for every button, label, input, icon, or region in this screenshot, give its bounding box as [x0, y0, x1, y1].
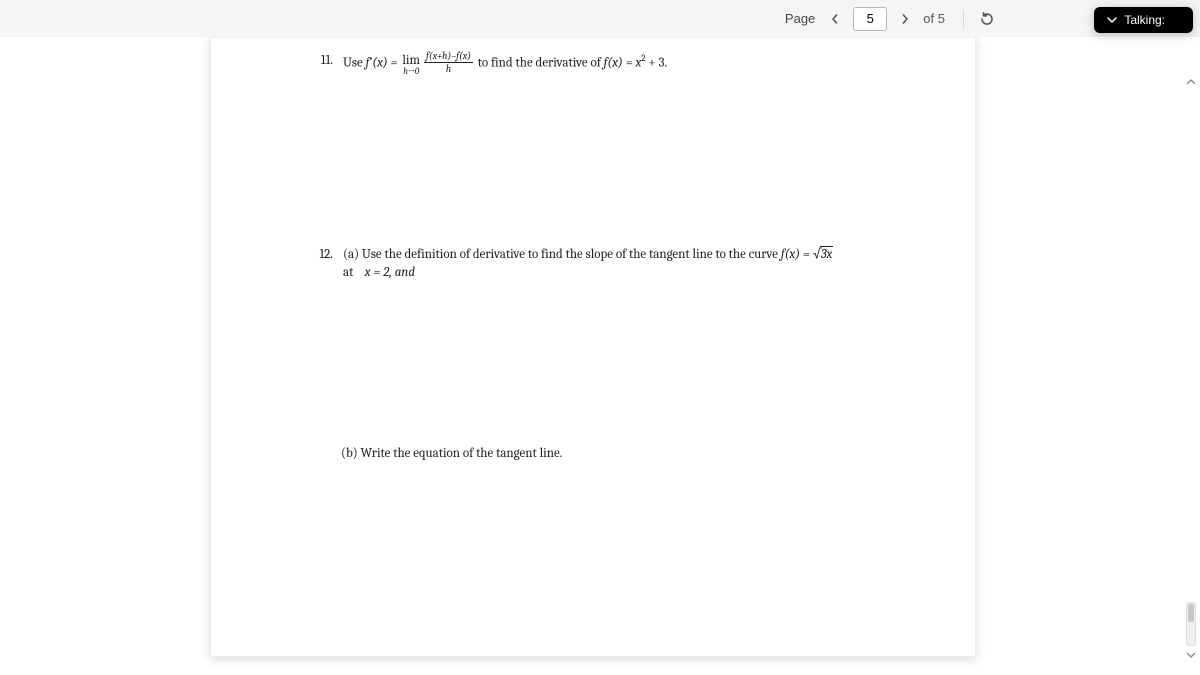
problem-number: 12.	[303, 246, 333, 264]
page-label: Page	[785, 11, 815, 26]
of-label: of 5	[923, 11, 945, 26]
next-page-button[interactable]	[894, 8, 916, 30]
problem-11: 11. Use f′(x) = limh→0f(x+h)−f(x)h to fi…	[303, 52, 909, 75]
problem-12-part-b: (b) Write the equation of the tangent li…	[341, 446, 909, 461]
problem-12: 12. (a) Use the definition of derivative…	[303, 246, 909, 282]
scrollbar-thumb[interactable]	[1188, 604, 1194, 622]
talking-label: Talking:	[1124, 13, 1165, 27]
mini-scrollbar[interactable]	[1184, 602, 1198, 661]
scrollbar-track[interactable]	[1186, 602, 1196, 646]
toolbar-divider	[963, 10, 964, 28]
prev-page-button[interactable]	[824, 8, 846, 30]
page-toolbar: Page of 5	[0, 0, 1200, 37]
chevron-down-icon	[1106, 14, 1118, 26]
document-viewport: 11. Use f′(x) = limh→0f(x+h)−f(x)h to fi…	[0, 37, 1200, 675]
scroll-down-arrow[interactable]	[1184, 649, 1198, 661]
refresh-button[interactable]	[974, 6, 1000, 32]
document-page: 11. Use f′(x) = limh→0f(x+h)−f(x)h to fi…	[210, 37, 976, 657]
talking-badge[interactable]: Talking:	[1094, 7, 1193, 33]
problem-text: (a) Use the definition of derivative to …	[343, 246, 909, 282]
problem-number: 11.	[303, 52, 333, 70]
page-number-input[interactable]	[853, 7, 887, 31]
problem-text: Use f′(x) = limh→0f(x+h)−f(x)h to find t…	[343, 52, 909, 75]
scroll-up-arrow[interactable]	[1184, 75, 1198, 89]
